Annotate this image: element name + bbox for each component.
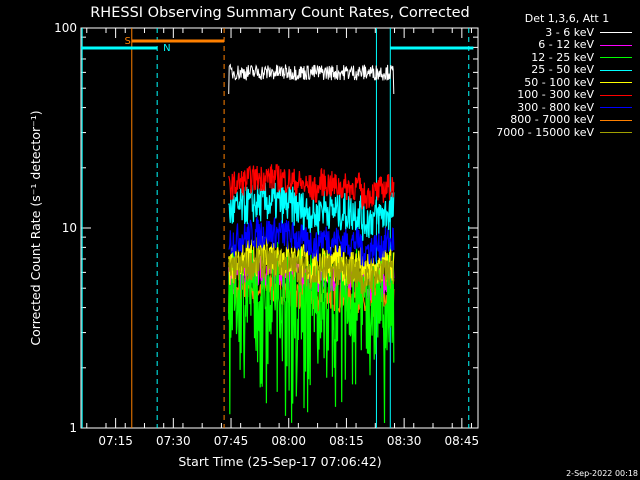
legend-swatch [600, 32, 632, 34]
plot-area: 1 10 100 07:15 07:30 07:45 08:00 08:15 08:30 08:4… [54, 21, 479, 448]
legend-item: 3 - 6 keV [478, 25, 636, 40]
legend: Det 1,3,6, Att 1 3 - 6 keV 6 - 12 keV 12 -… [478, 12, 636, 140]
legend-label: 50 - 100 keV [524, 75, 594, 89]
x-tick-label: 07:30 [156, 434, 191, 448]
legend-item: 7000 - 15000 keV [478, 125, 636, 140]
chart-title: RHESSI Observing Summary Count Rates, Co… [90, 5, 470, 21]
x-tick-label: 07:15 [98, 434, 133, 448]
legend-swatch [600, 132, 632, 134]
series-line-1 [228, 63, 395, 95]
series-line-9 [228, 246, 395, 298]
legend-swatch [600, 107, 632, 109]
legend-item: 100 - 300 keV [478, 88, 636, 102]
legend-label: 7000 - 15000 keV [496, 125, 594, 139]
legend-header: Det 1,3,6, Att 1 [524, 12, 610, 25]
series-line-4 [228, 182, 395, 241]
legend-label: 100 - 300 keV [517, 88, 594, 101]
y-axis-label: Corrected Count Rate (s⁻¹ detector⁻¹) [28, 110, 43, 345]
footer-timestamp: 2-Sep-2022 00:18 [566, 469, 638, 478]
legend-label: 12 - 25 keV [531, 50, 594, 64]
night-label: N [163, 43, 170, 54]
legend-item: 800 - 7000 keV [478, 113, 636, 127]
legend-swatch [600, 57, 632, 59]
series-line-7 [228, 215, 395, 267]
legend-swatch [600, 82, 632, 84]
series-line-3 [228, 240, 395, 424]
legend-label: 25 - 50 keV [531, 63, 594, 76]
legend-label: 6 - 12 keV [538, 38, 594, 51]
legend-item: 50 - 100 keV [478, 75, 636, 90]
legend-swatch [600, 94, 632, 96]
y-tick-label: 100 [54, 21, 77, 35]
saa-label: S [125, 36, 131, 47]
y-tick-label: 10 [62, 221, 77, 235]
series-line-6 [228, 163, 395, 210]
x-tick-label: 08:00 [271, 434, 306, 448]
x-tick-label: 08:45 [445, 434, 480, 448]
legend-swatch [600, 69, 632, 71]
legend-item: 300 - 800 keV [478, 100, 636, 115]
x-tick-label: 08:30 [387, 434, 422, 448]
x-tick-label: 07:45 [214, 434, 249, 448]
legend-label: 300 - 800 keV [517, 100, 594, 114]
legend-swatch [600, 44, 632, 46]
legend-swatch [600, 119, 632, 121]
y-tick-label: 1 [69, 421, 77, 435]
x-tick-label: 08:15 [329, 434, 364, 448]
legend-item: 6 - 12 keV [478, 38, 636, 52]
legend-label: 800 - 7000 keV [510, 113, 594, 126]
legend-label: 3 - 6 keV [545, 25, 594, 39]
legend-item: 12 - 25 keV [478, 50, 636, 65]
legend-item: 25 - 50 keV [478, 63, 636, 77]
x-axis-label: Start Time (25-Sep-17 07:06:42) [178, 454, 381, 469]
